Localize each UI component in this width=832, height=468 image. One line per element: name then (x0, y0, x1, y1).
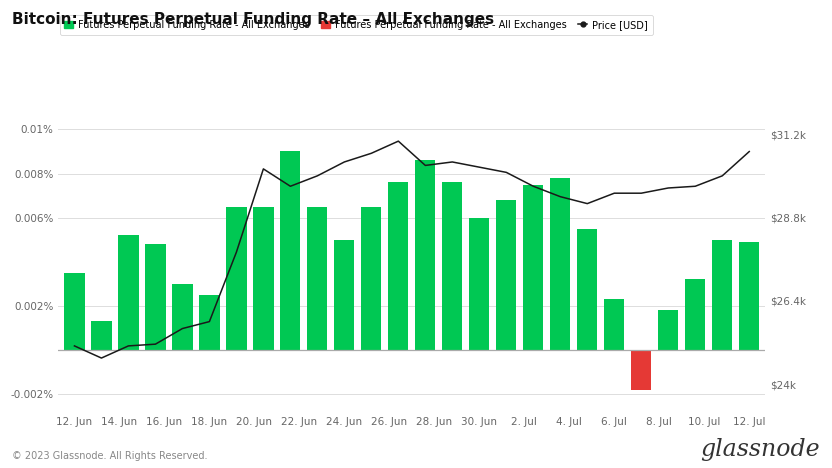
Bar (712, 240, 732, 350)
Bar (92, 322, 111, 350)
Bar (118, 235, 139, 350)
Bar (523, 184, 543, 350)
Text: Bitcoin: Futures Perpetual Funding Rate – All Exchanges: Bitcoin: Futures Perpetual Funding Rate … (12, 12, 494, 27)
Bar (334, 240, 354, 350)
Bar (307, 207, 328, 350)
Bar (64, 273, 85, 350)
Bar (442, 183, 463, 350)
Bar (658, 310, 678, 350)
Bar (415, 161, 435, 350)
Bar (631, 350, 651, 390)
Bar (226, 207, 246, 350)
Bar (361, 207, 382, 350)
Bar (280, 152, 300, 350)
Text: © 2023 Glassnode. All Rights Reserved.: © 2023 Glassnode. All Rights Reserved. (12, 451, 208, 461)
Bar (253, 207, 274, 350)
Bar (604, 300, 624, 350)
Bar (389, 183, 409, 350)
Bar (172, 284, 192, 350)
Bar (739, 242, 760, 350)
Bar (200, 295, 220, 350)
Bar (146, 244, 166, 350)
Bar (469, 218, 489, 350)
Bar (496, 200, 517, 350)
Text: glassnode: glassnode (700, 438, 820, 461)
Bar (577, 229, 597, 350)
Legend: Futures Perpetual Funding Rate - All Exchanges, Futures Perpetual Funding Rate -: Futures Perpetual Funding Rate - All Exc… (60, 15, 653, 35)
Bar (550, 178, 571, 350)
Bar (685, 279, 706, 350)
